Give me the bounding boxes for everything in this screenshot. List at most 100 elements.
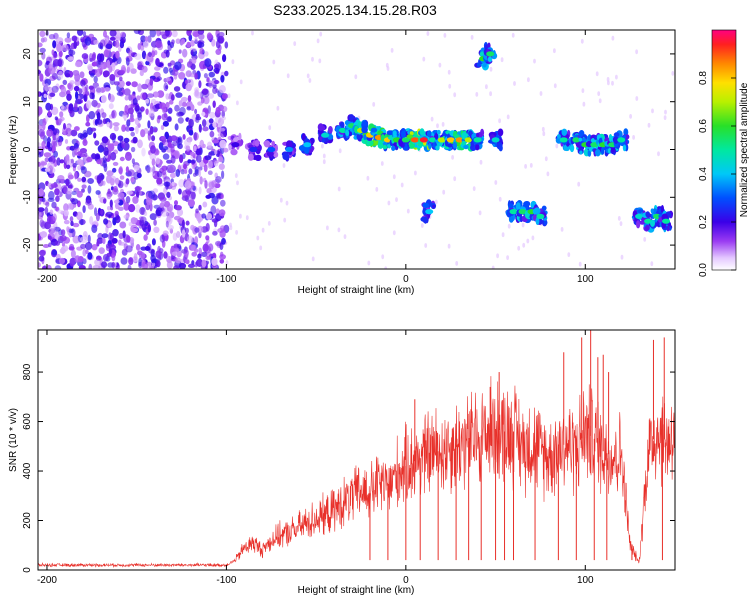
echo-halo — [363, 134, 367, 141]
noise-speckle — [63, 123, 66, 130]
echo-halo — [475, 144, 480, 151]
noise-speckle — [80, 166, 86, 171]
noise-speckle — [60, 104, 65, 110]
noise-speckle — [95, 86, 102, 95]
y-tick-label: 20 — [22, 48, 33, 60]
noise-speckle — [45, 201, 50, 207]
faint-speckle — [650, 261, 654, 267]
noise-speckle — [68, 174, 74, 180]
noise-speckle — [221, 93, 228, 100]
noise-speckle — [98, 66, 103, 73]
noise-speckle — [195, 208, 199, 214]
noise-speckle — [195, 148, 202, 156]
noise-speckle — [174, 104, 180, 112]
noise-speckle — [159, 102, 167, 110]
echo-halo — [461, 140, 467, 146]
faint-speckle — [629, 114, 632, 119]
noise-speckle — [133, 30, 141, 35]
x-tick-label: -200 — [37, 274, 57, 285]
echo-halo — [498, 144, 503, 152]
y-tick-label: 400 — [22, 462, 33, 479]
noise-speckle — [208, 80, 213, 89]
noise-speckle — [205, 222, 210, 232]
noise-speckle — [117, 79, 125, 88]
faint-speckle — [430, 116, 434, 122]
noise-speckle — [126, 190, 133, 195]
echo-point — [509, 209, 518, 215]
faint-speckle — [597, 91, 601, 96]
noise-speckle — [56, 37, 64, 44]
noise-speckle — [57, 209, 64, 214]
noise-speckle — [93, 75, 98, 83]
echo-point — [401, 137, 410, 143]
noise-speckle — [74, 171, 78, 180]
noise-speckle — [220, 131, 226, 138]
noise-speckle — [54, 116, 58, 121]
noise-speckle — [152, 165, 156, 174]
noise-speckle — [70, 158, 74, 164]
faint-speckle — [390, 48, 394, 53]
noise-speckle — [187, 159, 192, 164]
noise-speckle — [62, 79, 68, 85]
noise-speckle — [189, 151, 195, 156]
echo-halo — [508, 215, 514, 223]
faint-speckle — [663, 115, 667, 120]
noise-speckle — [214, 149, 218, 155]
echo-point — [635, 213, 644, 219]
faint-speckle — [632, 135, 635, 140]
noise-speckle — [197, 253, 202, 259]
noise-speckle — [67, 82, 72, 90]
noise-speckle — [153, 219, 157, 226]
noise-speckle — [220, 251, 224, 257]
faint-speckle — [595, 71, 599, 77]
noise-speckle — [74, 150, 78, 156]
noise-speckle — [58, 118, 63, 124]
noise-speckle — [130, 146, 136, 153]
echo-point — [285, 146, 294, 153]
echo-halo — [543, 220, 548, 226]
noise-speckle — [90, 127, 97, 132]
noise-speckle — [173, 247, 180, 253]
faint-speckle — [337, 186, 341, 192]
echo-halo — [419, 128, 425, 136]
noise-speckle — [71, 35, 78, 42]
snr-series-line — [38, 376, 675, 568]
noise-speckle — [127, 107, 134, 115]
noise-speckle — [151, 158, 156, 166]
noise-speckle — [209, 130, 215, 138]
faint-speckle — [367, 260, 371, 266]
noise-speckle — [210, 205, 217, 215]
noise-speckle — [155, 250, 162, 259]
faint-speckle — [478, 210, 482, 216]
faint-speckle — [343, 234, 347, 240]
noise-speckle — [222, 54, 227, 63]
noise-speckle — [147, 120, 151, 129]
noise-speckle — [41, 51, 46, 60]
noise-speckle — [51, 249, 58, 256]
noise-speckle — [38, 106, 43, 116]
faint-speckle — [553, 83, 557, 89]
noise-speckle — [151, 258, 157, 264]
faint-speckle — [442, 189, 446, 195]
noise-speckle — [176, 111, 184, 117]
faint-speckle — [546, 171, 550, 177]
noise-speckle — [202, 119, 207, 128]
noise-speckle — [120, 31, 126, 38]
noise-speckle — [68, 228, 74, 234]
noise-speckle — [221, 110, 225, 119]
faint-speckle — [607, 80, 610, 86]
noise-speckle — [168, 99, 174, 105]
noise-speckle — [39, 30, 46, 38]
noise-speckle — [96, 175, 102, 184]
echo-halo — [320, 125, 326, 131]
noise-speckle — [66, 188, 72, 195]
faint-speckle — [531, 235, 535, 241]
noise-speckle — [40, 231, 48, 238]
noise-speckle — [111, 110, 115, 119]
noise-speckle — [147, 224, 151, 233]
noise-speckle — [119, 175, 125, 180]
noise-speckle — [209, 111, 216, 119]
noise-speckle — [39, 219, 45, 228]
faint-speckle — [496, 253, 499, 259]
noise-speckle — [203, 88, 210, 98]
